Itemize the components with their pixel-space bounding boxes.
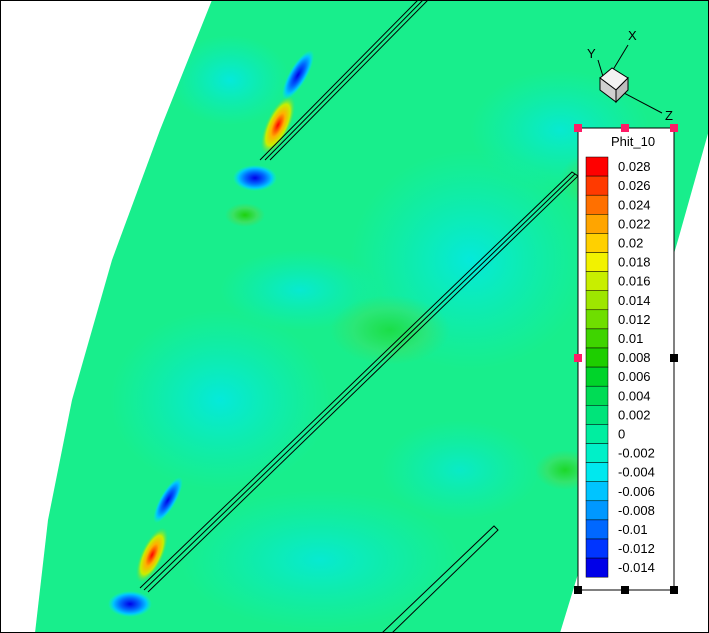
axis-x-label: X	[628, 28, 637, 43]
legend-swatches	[585, 156, 609, 578]
legend-level-label: 0.01	[618, 331, 643, 346]
legend-level-label: 0.004	[618, 388, 651, 403]
blade-middle-inner	[143, 173, 576, 591]
legend-swatch	[585, 424, 609, 444]
legend-handle-middle-left[interactable]	[574, 354, 582, 362]
legend-handle-middle-right[interactable]	[670, 354, 678, 362]
high-value-spot	[260, 95, 296, 155]
legend-swatch	[585, 481, 609, 502]
blade-lower	[381, 525, 499, 633]
legend-level-label: -0.014	[618, 560, 655, 575]
legend-level-label: -0.006	[618, 484, 655, 499]
color-legend[interactable]: Phit_10 0.0280.0260.0240.0220.020.0180.0…	[574, 124, 678, 594]
green-region	[225, 203, 265, 227]
legend-swatch	[585, 233, 609, 253]
legend-level-label: 0.008	[618, 350, 651, 365]
legend-level-label: 0.016	[618, 274, 651, 289]
legend-swatch	[585, 500, 609, 521]
legend-swatch	[585, 156, 609, 177]
legend-swatch	[585, 347, 609, 368]
axis-z-label: Z	[665, 108, 673, 123]
legend-level-label: -0.01	[618, 522, 648, 537]
low-value-spot	[153, 477, 183, 523]
legend-swatch	[585, 194, 609, 215]
legend-swatch	[585, 557, 609, 578]
legend-swatch	[585, 443, 609, 463]
legend-swatch	[585, 385, 609, 406]
legend-level-label: 0.028	[618, 159, 651, 174]
legend-level-label: 0.002	[618, 407, 651, 422]
legend-level-label: 0.012	[618, 312, 651, 327]
cyan-region	[170, 35, 290, 125]
cyan-region	[180, 490, 460, 630]
legend-swatch	[585, 175, 609, 196]
legend-swatch	[585, 252, 609, 272]
legend-swatch	[585, 538, 609, 559]
legend-level-label: 0.024	[618, 197, 651, 212]
legend-level-label: 0.006	[618, 369, 651, 384]
blade-upper-inner	[264, 0, 424, 161]
legend-level-label: 0.026	[618, 178, 651, 193]
green-region	[330, 295, 450, 365]
legend-swatch	[585, 405, 609, 425]
legend-handle-top-right[interactable]	[670, 124, 678, 132]
low-value-spot	[108, 591, 152, 617]
low-value-spot	[281, 50, 315, 100]
legend-level-label: 0.014	[618, 293, 651, 308]
low-value-spot	[233, 165, 277, 191]
legend-title: Phit_10	[611, 134, 655, 149]
legend-level-label: -0.008	[618, 503, 655, 518]
legend-swatch	[585, 519, 609, 540]
blade-upper	[259, 0, 429, 161]
cyan-region	[220, 250, 380, 330]
legend-level-label: 0.02	[618, 235, 643, 250]
orientation-cube-front	[615, 76, 629, 104]
legend-swatch	[585, 328, 609, 349]
legend-labels: 0.028 0.026 0.024 0.022 0.02 0.018 0.016 0.014 0…	[618, 159, 655, 575]
legend-level-label: 0	[618, 426, 625, 441]
axis-triad: X Y Z	[587, 28, 673, 123]
legend-handle-bottom-right[interactable]	[670, 586, 678, 594]
legend-level-label: -0.004	[618, 465, 655, 480]
legend-swatch	[585, 309, 609, 330]
blade-outlines	[139, 0, 579, 633]
legend-swatch	[585, 290, 609, 311]
cyan-region	[380, 420, 540, 520]
cyan-region	[110, 310, 330, 490]
legend-swatch	[585, 462, 609, 482]
legend-handle-bottom-left[interactable]	[574, 586, 582, 594]
legend-level-label: 0.018	[618, 255, 651, 270]
legend-swatch	[585, 271, 609, 291]
legend-level-label: -0.002	[618, 446, 655, 461]
legend-handle-top-middle[interactable]	[621, 124, 629, 132]
axis-y-label: Y	[587, 46, 596, 61]
legend-handle-bottom-middle[interactable]	[621, 586, 629, 594]
legend-swatch	[585, 366, 609, 387]
legend-swatch	[585, 214, 609, 234]
legend-level-label: 0.022	[618, 216, 651, 231]
high-value-spot	[135, 527, 169, 583]
legend-level-label: -0.012	[618, 541, 655, 556]
legend-handle-top-left[interactable]	[574, 124, 582, 132]
